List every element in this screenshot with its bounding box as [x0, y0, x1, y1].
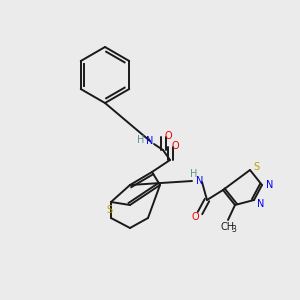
Text: S: S: [253, 162, 259, 172]
Text: N: N: [146, 136, 154, 146]
Text: N: N: [266, 180, 274, 190]
Text: N: N: [196, 176, 204, 186]
Text: CH: CH: [221, 222, 235, 232]
Text: N: N: [257, 199, 265, 209]
Text: 3: 3: [232, 224, 236, 233]
Text: O: O: [191, 212, 199, 222]
Text: O: O: [171, 141, 179, 151]
Text: H: H: [137, 135, 145, 145]
Text: O: O: [164, 131, 172, 141]
Text: S: S: [106, 205, 112, 215]
Text: H: H: [190, 169, 198, 179]
